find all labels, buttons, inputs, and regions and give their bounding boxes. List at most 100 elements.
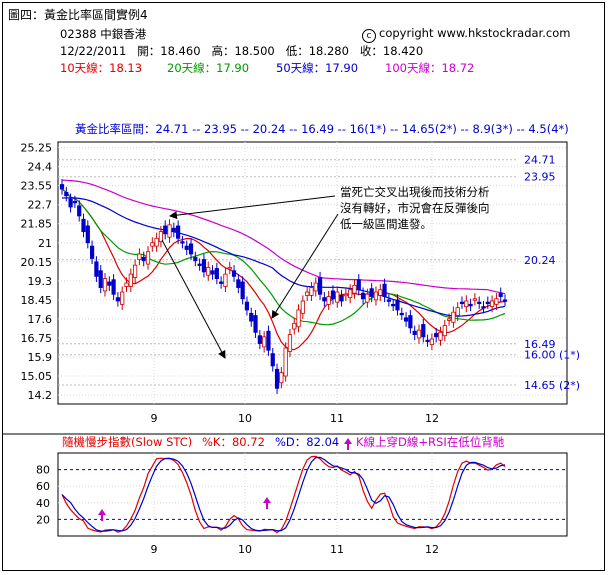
price-tick-label: 16.75	[21, 332, 53, 345]
candle-body	[279, 372, 284, 384]
candle-body	[468, 303, 473, 307]
stc-k-line	[61, 455, 506, 534]
price-tick-label: 21.85	[21, 218, 53, 231]
ma50-legend: 50天線：17.90	[276, 61, 359, 75]
candle-body	[64, 191, 69, 197]
candle-body	[399, 312, 404, 316]
candle-body	[206, 267, 211, 276]
candle-body	[262, 336, 267, 348]
stock-name: 中銀香港	[100, 27, 147, 41]
candle-body	[421, 324, 426, 338]
golden-level-label: 20.24	[524, 254, 556, 267]
stc-month-label: 10	[238, 543, 252, 556]
candle-body	[317, 277, 323, 295]
candle-body	[128, 273, 133, 287]
up-arrow-icon	[344, 438, 352, 450]
annotation-line-3: 低一級區間進發。	[340, 217, 432, 231]
candle-body	[442, 325, 447, 337]
stock-code: 02388	[60, 27, 97, 41]
copyright-text: copyright www.hkstockradar.com	[379, 26, 571, 40]
price-tick-label: 14.2	[28, 389, 53, 402]
ma20-legend: 20天線：17.90	[167, 61, 250, 75]
candle-body	[339, 294, 344, 302]
candle-body	[77, 205, 82, 217]
stochastic-panel	[57, 452, 568, 537]
stc-tick-label: 40	[36, 497, 50, 510]
candle-body	[330, 290, 336, 300]
golden-level-label: 14.65 (2*)	[524, 379, 580, 392]
candle-body	[365, 293, 370, 303]
candle-body	[382, 283, 387, 297]
stc-signal-arrow-1	[98, 509, 106, 521]
candle-body	[188, 243, 194, 255]
candle-body	[124, 282, 129, 287]
close-label: 收：	[359, 44, 383, 58]
candle-body	[107, 281, 112, 286]
price-tick-label: 18.45	[21, 294, 53, 307]
ma10-line	[61, 188, 506, 351]
low-label: 低：	[285, 44, 309, 58]
month-tick-label: 11	[330, 412, 344, 425]
golden-level-label: 24.71	[524, 154, 556, 167]
candle-body	[283, 347, 288, 377]
open-value: 18.460	[160, 44, 201, 58]
annotation-arrow-3	[161, 239, 226, 359]
candle-body	[270, 353, 275, 367]
candle-body	[193, 256, 198, 262]
candle-body	[356, 279, 361, 291]
stc-k-label: %K：80.72	[202, 435, 265, 449]
quote-row: 12/22/2011 開：18.460 高：18.500 低：18.280 收：…	[60, 43, 423, 59]
candle-body	[266, 330, 271, 351]
annotation-line-1: 當死亡交叉出現後而技術分析	[340, 185, 490, 199]
candle-body	[287, 334, 293, 352]
candle-body	[227, 267, 232, 270]
stc-tick-label: 60	[36, 480, 50, 493]
candle-body	[464, 300, 469, 307]
price-tick-label: 15.05	[21, 370, 53, 383]
copyright-icon: c	[362, 29, 376, 43]
ma50-line	[61, 197, 506, 317]
candle-body	[90, 245, 95, 259]
candle-body	[485, 301, 490, 305]
candle-body	[343, 293, 348, 297]
candle-body	[429, 338, 434, 346]
price-tick-label: 21	[38, 237, 52, 250]
candle-body	[335, 291, 340, 303]
candle-body	[72, 200, 78, 204]
candle-body	[236, 279, 241, 288]
candle-body	[223, 273, 228, 287]
candle-body	[352, 284, 357, 294]
candle-body	[305, 291, 310, 296]
candle-body	[240, 281, 245, 300]
stc-tick-label: 20	[36, 513, 50, 526]
price-tick-label: 17.6	[28, 313, 53, 326]
candle-body	[253, 315, 258, 333]
candle-body	[360, 292, 366, 300]
candle-body	[180, 241, 185, 244]
candle-body	[403, 317, 409, 322]
candle-body	[98, 270, 103, 288]
candle-body	[434, 333, 439, 338]
month-tick-label: 10	[238, 412, 252, 425]
candle-body	[373, 291, 379, 301]
ma20-line	[61, 188, 506, 326]
golden-ratio-title: 黃金比率區間：24.71 -- 23.95 -- 20.24 -- 16.49 …	[75, 122, 569, 136]
candle-body	[296, 309, 301, 328]
candle-body	[85, 225, 90, 244]
stc-title: 隨機慢步指數(Slow STC)	[62, 435, 192, 449]
candle-body	[412, 330, 417, 335]
candle-body	[137, 253, 142, 260]
candle-body	[494, 298, 499, 305]
candle-body	[477, 301, 482, 305]
candle-body	[154, 237, 159, 247]
annotation-arrow-2	[271, 213, 339, 319]
stc-note: K線上穿D線+RSI在低位背馳	[356, 435, 505, 449]
candle-body	[313, 282, 318, 292]
candle-body	[322, 297, 327, 302]
stc-tick-label: 80	[36, 464, 50, 477]
stc-month-label: 9	[151, 543, 158, 556]
ma10-legend: 10天線：18.13	[60, 61, 143, 75]
candle-body	[68, 198, 73, 208]
candle-body	[451, 311, 456, 323]
